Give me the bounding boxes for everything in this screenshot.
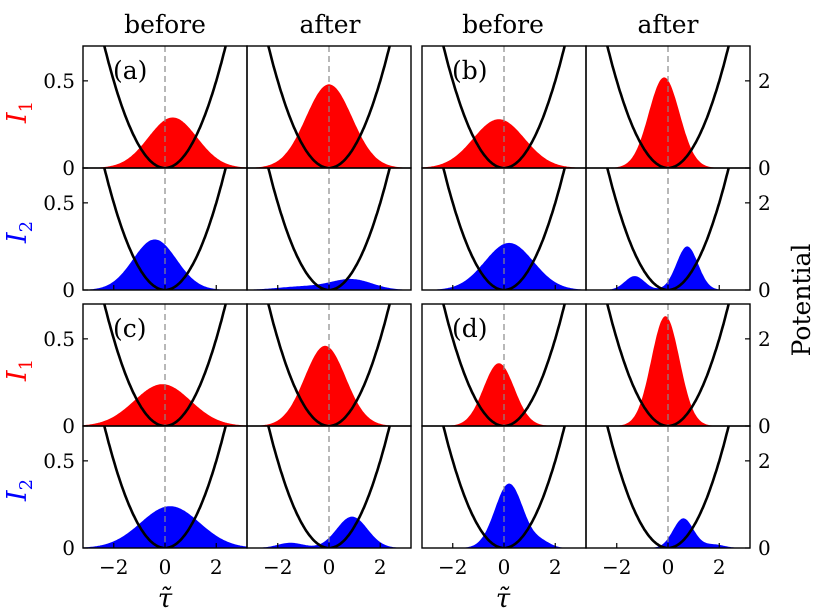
potential-curve [605, 426, 731, 548]
x-tick-label: 0 [323, 555, 336, 579]
subplot-I2-after: −2 0 2 [246, 425, 412, 579]
x-tick-label: 0 [498, 555, 511, 579]
subplot-I1-before: 0 0.5 (c) [43, 303, 248, 438]
potential-curve [605, 46, 731, 168]
potential-tick-label: 2 [758, 327, 771, 351]
panel-label: (b) [452, 56, 488, 85]
y-label-I2-top-main: I [2, 231, 33, 244]
potential-tick-label: 0 [758, 156, 771, 180]
y-label-I1-bottom-sub: 1 [16, 359, 37, 370]
x-tick-label: 2 [549, 555, 562, 579]
intensity-area-I1 [422, 119, 586, 168]
x-axis-label-left: τ̃ [158, 584, 173, 614]
panel-c: 0 0.5 (c) −2 0 2 0 0.5 −2 0 2 [43, 303, 412, 579]
y-tick-label: 0.5 [43, 69, 75, 93]
intensity-area-I2 [83, 239, 247, 290]
subplot-I1-after [246, 303, 412, 427]
intensity-area-I2 [586, 518, 750, 548]
column-title-2: after [300, 10, 361, 39]
x-axis-label-right: τ̃ [496, 584, 511, 614]
y-tick-label: 0 [62, 414, 75, 438]
y-tick-label: 0.5 [43, 449, 75, 473]
potential-curve [605, 304, 731, 426]
potential-tick-label: 0 [758, 536, 771, 560]
x-tick-label: −2 [438, 555, 467, 579]
potential-tick-label: 2 [758, 449, 771, 473]
intensity-area-I2 [422, 242, 586, 290]
potential-curve [102, 168, 228, 290]
x-tick-label: −2 [99, 555, 128, 579]
intensity-area-I1 [586, 316, 750, 426]
y-label-I1-top-main: I [2, 111, 33, 124]
subplot-I2-before: −2 0 2 0 0.5 [43, 425, 248, 579]
x-tick-label: −2 [263, 555, 292, 579]
y-tick-label: 0 [62, 536, 75, 560]
potential-tick-label: 2 [758, 69, 771, 93]
y-tick-label: 0 [62, 156, 75, 180]
subplot-I2-before: −2 0 2 [421, 425, 587, 579]
y-label-I1-top-sub: 1 [16, 101, 37, 112]
x-tick-label: 0 [662, 555, 675, 579]
intensity-area-I1 [83, 117, 247, 168]
subplot-I1-after: 02 [585, 303, 771, 438]
intensity-area-I2 [247, 278, 411, 290]
y-label-I2-bottom-sub: 2 [16, 479, 37, 490]
subplot-I1-before: (b) [421, 45, 587, 169]
y-label-I2-bottom: I2 [2, 479, 37, 502]
subplot-I2-before: 00.5 [43, 167, 248, 302]
potential-curve [266, 46, 392, 168]
y-label-I1-bottom-main: I [2, 369, 33, 382]
x-tick-label: 2 [210, 555, 223, 579]
y-label-I2-top-sub: 2 [16, 221, 37, 232]
y-label-I2-top: I2 [2, 221, 37, 244]
potential-curve [441, 168, 567, 290]
potential-curve [266, 168, 392, 290]
y-label-I1-top: I1 [2, 101, 37, 124]
panel-label: (c) [113, 314, 147, 343]
potential-curve [605, 168, 731, 290]
y-tick-label: 0.5 [43, 191, 75, 215]
potential-curve [266, 304, 392, 426]
subplot-I2-after: −2 0 2 0 2 [585, 425, 771, 579]
panel-d: (d)02−2 0 2 −2 0 202 [421, 303, 771, 579]
y-tick-label: 0 [62, 278, 75, 302]
potential-axis-label: Potential [787, 244, 816, 357]
column-title-1: before [124, 10, 206, 39]
panel-a: 00.5 (a)00.5 [43, 45, 412, 302]
column-title-3: before [462, 10, 544, 39]
potential-curve [441, 304, 567, 426]
y-tick-label: 0.5 [43, 327, 75, 351]
potential-tick-label: 0 [758, 414, 771, 438]
labels: before after before after I1 I2 I1 I2 Po… [2, 10, 816, 614]
potential-curve [441, 46, 567, 168]
subplot-I2-after [246, 167, 412, 291]
x-tick-label: −2 [602, 555, 631, 579]
y-label-I1-bottom: I1 [2, 359, 37, 382]
potential-curve [102, 304, 228, 426]
subplot-I1-before: (d) [421, 303, 587, 427]
y-label-I2-bottom-main: I [2, 489, 33, 502]
subplot-I2-after: 02 [585, 167, 771, 302]
potential-curve [266, 426, 392, 548]
x-tick-label: 2 [713, 555, 726, 579]
potential-curve [441, 426, 567, 548]
intensity-area-I2 [247, 516, 411, 548]
x-tick-label: 0 [159, 555, 172, 579]
potential-tick-label: 0 [758, 278, 771, 302]
intensity-area-I2 [422, 483, 586, 548]
potential-tick-label: 2 [758, 191, 771, 215]
column-title-4: after [638, 10, 699, 39]
x-tick-label: 2 [374, 555, 387, 579]
panel-label: (a) [113, 56, 147, 85]
subplot-I1-before: 0 0.5 (a) [43, 45, 248, 180]
potential-curve [102, 426, 228, 548]
intensity-area-I1 [586, 77, 750, 168]
potential-curve [102, 46, 228, 168]
panel-label: (d) [452, 314, 488, 343]
